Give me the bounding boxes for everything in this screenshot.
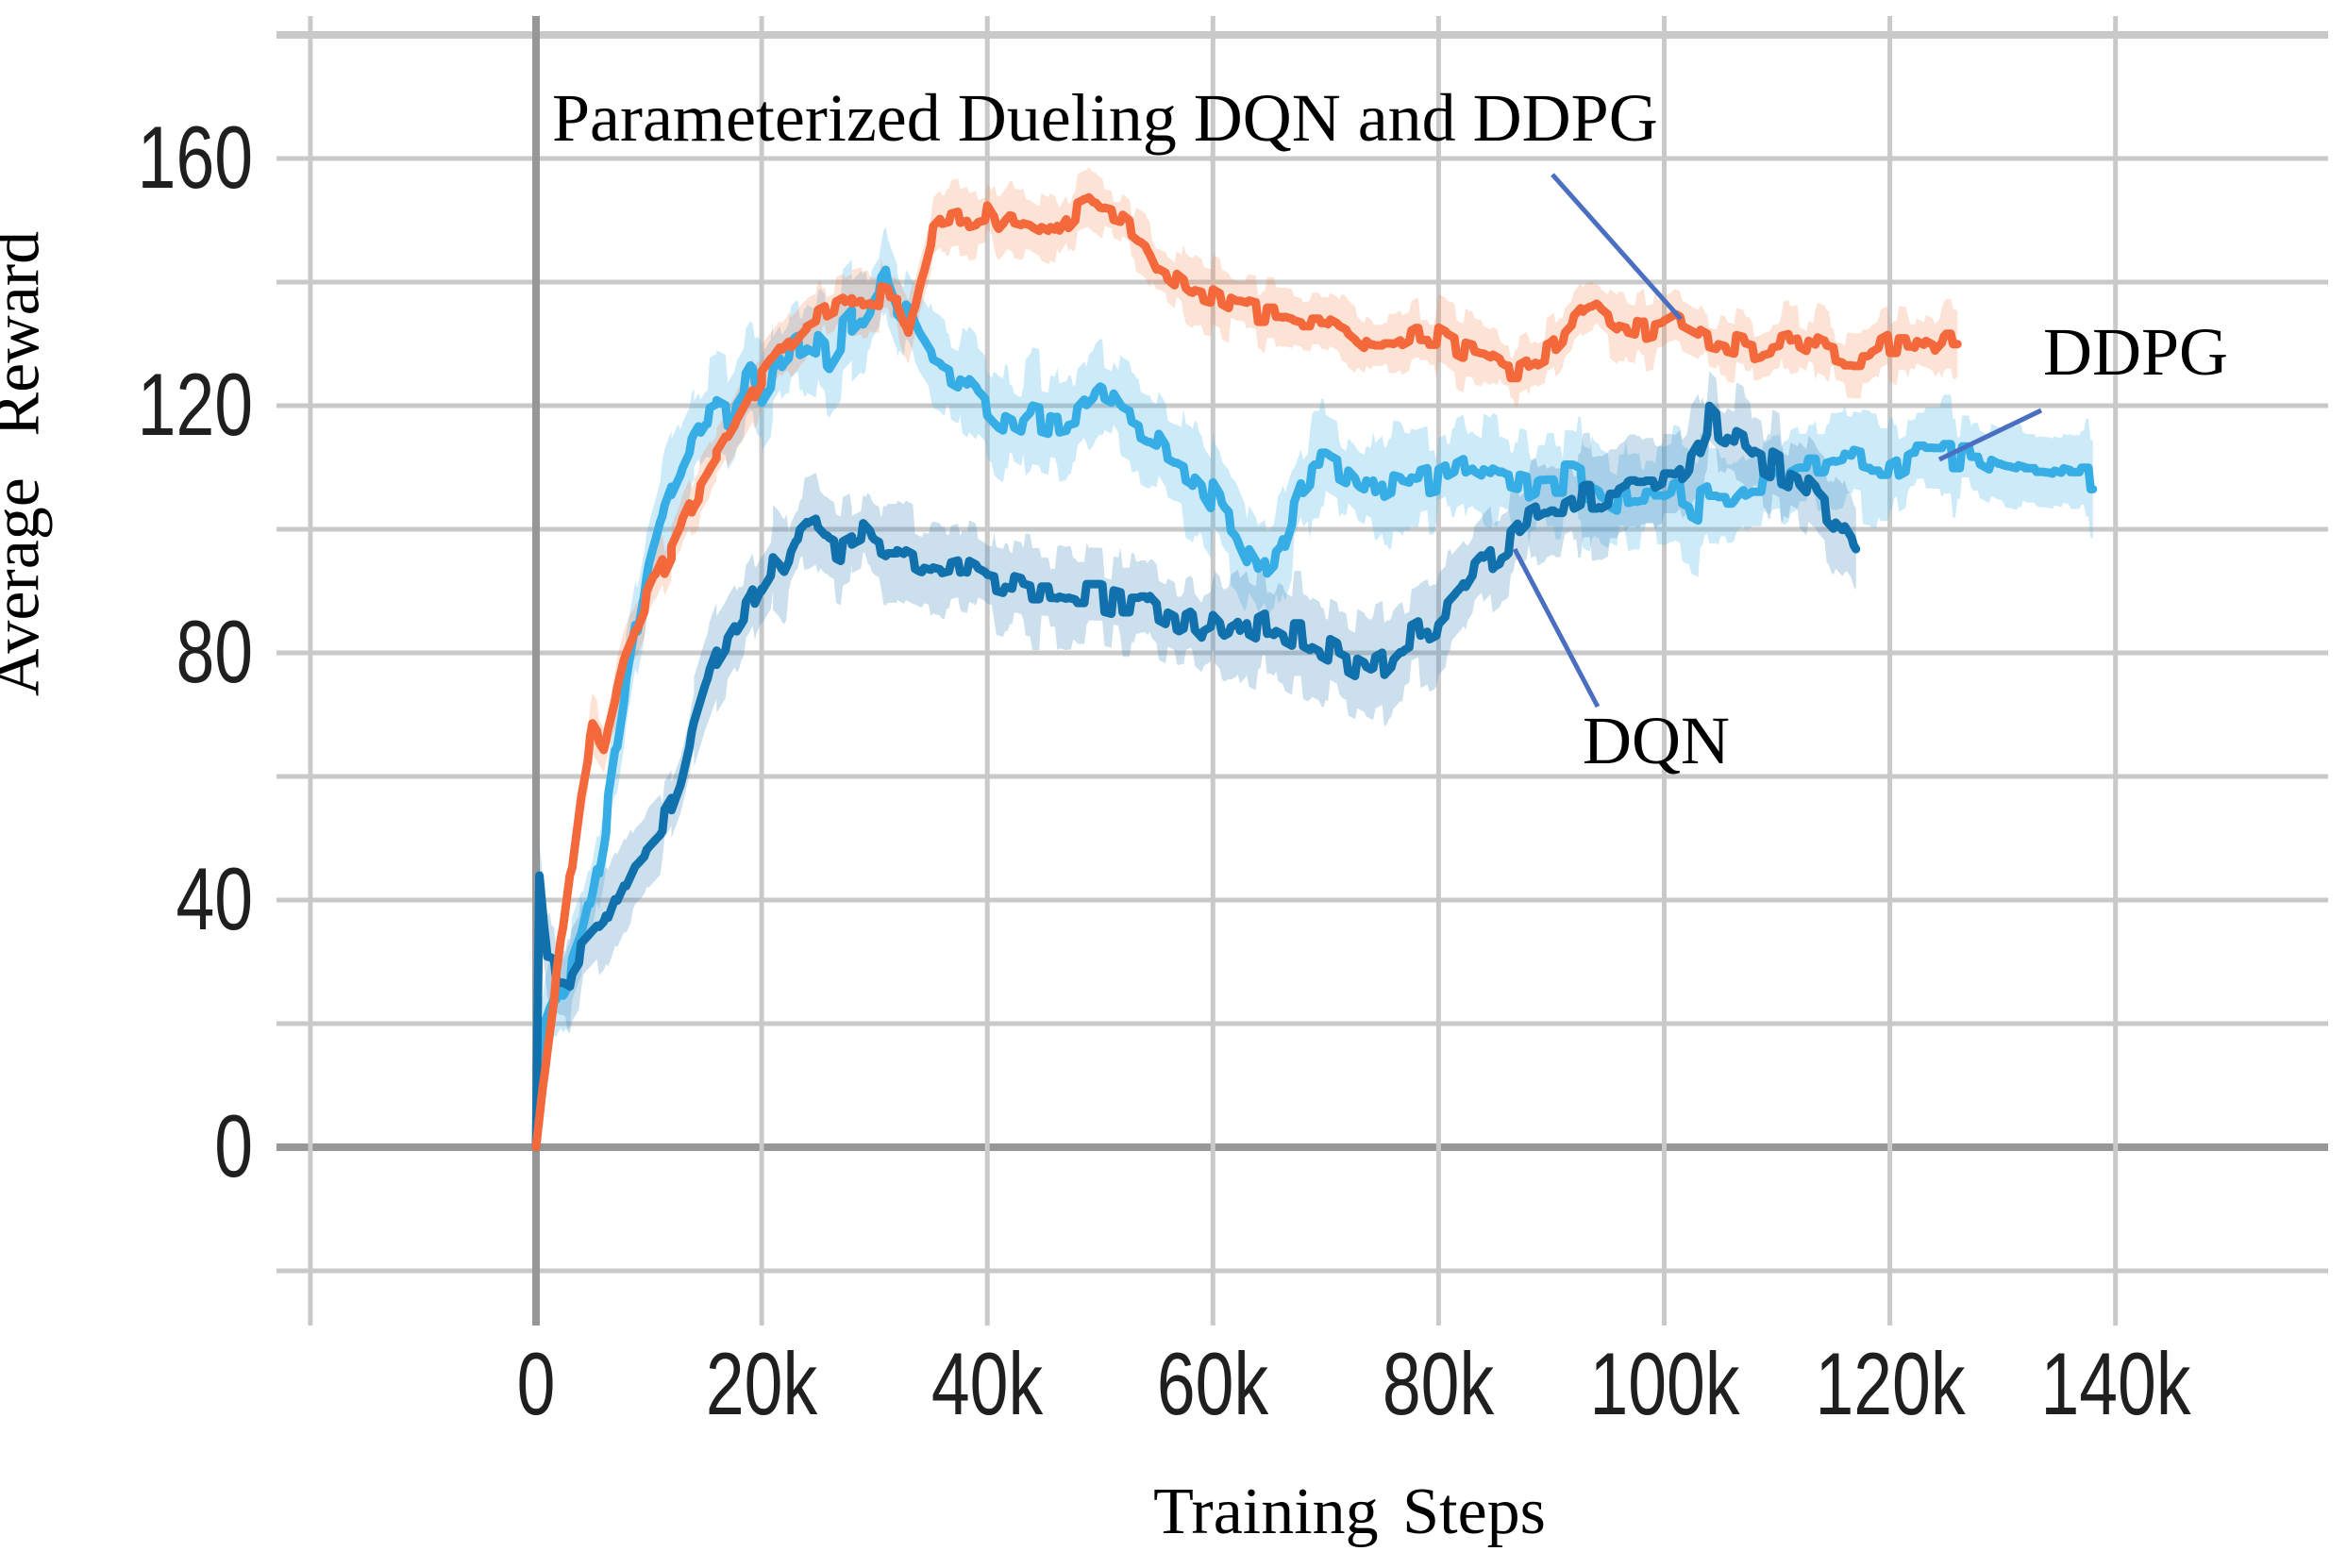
x-tick-label: 140k xyxy=(2040,1334,2191,1433)
x-axis-title: Training Steps xyxy=(1153,1476,1546,1548)
annotation-leader-dqn xyxy=(1512,547,1601,709)
y-axis-title: Average Reward xyxy=(0,230,54,696)
annotation-param-dueling-label: Parameterized Dueling DQN and DDPG xyxy=(552,80,1658,156)
y-tick-label: 0 xyxy=(214,1096,253,1195)
annotation-dqn-label: DQN xyxy=(1583,703,1730,778)
x-tick-label: 40k xyxy=(931,1334,1044,1433)
x-tick-label: 0 xyxy=(516,1334,556,1433)
x-tick-label: 80k xyxy=(1383,1334,1495,1433)
series-band-ddpg xyxy=(536,226,2093,1147)
annotation-leader-ddpg xyxy=(1937,408,2043,462)
series-band-dqn xyxy=(536,371,1856,1147)
x-tick-label: 20k xyxy=(705,1334,818,1433)
y-tick-label: 160 xyxy=(137,108,253,207)
y-tick-label: 40 xyxy=(176,849,253,948)
annotation-ddpg-label: DDPG xyxy=(2042,314,2229,390)
series-line-dqn xyxy=(531,401,1861,1152)
annotation-leader-param xyxy=(1551,173,1683,321)
y-tick-label: 120 xyxy=(137,355,253,454)
x-tick-label: 100k xyxy=(1589,1334,1739,1433)
y-tick-label: 80 xyxy=(176,602,253,701)
series-line-orange xyxy=(531,192,1962,1152)
x-tick-label: 60k xyxy=(1157,1334,1269,1433)
x-tick-label: 120k xyxy=(1815,1334,1966,1433)
